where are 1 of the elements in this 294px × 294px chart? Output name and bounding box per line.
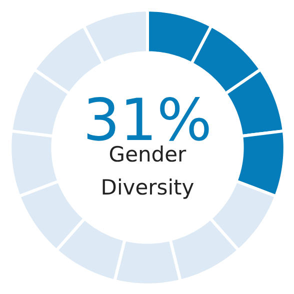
text: Gender Diversity: [100, 142, 194, 200]
